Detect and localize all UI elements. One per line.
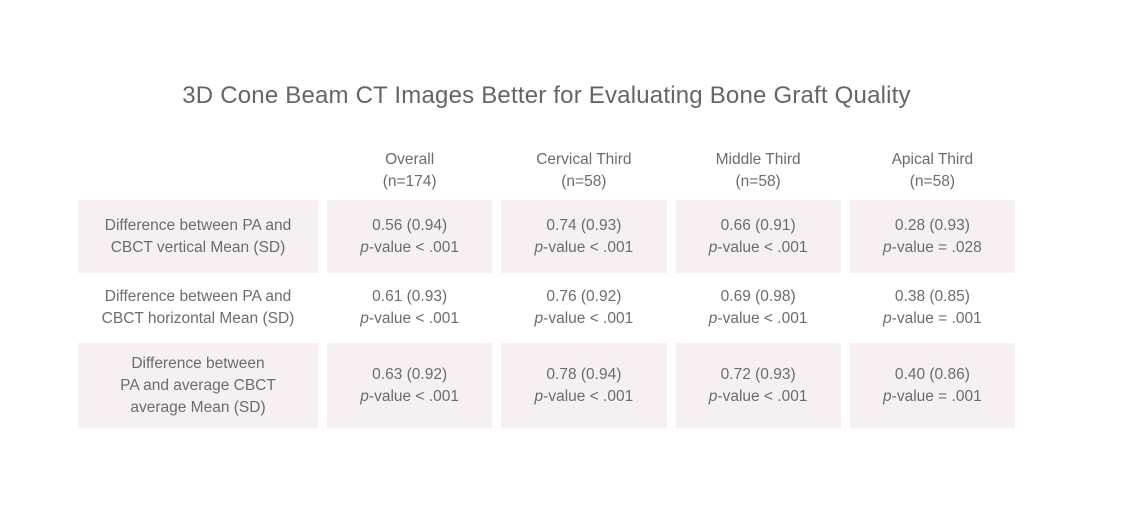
cell-value: 0.56 (0.94) bbox=[372, 216, 448, 234]
p-text: -value = .001 bbox=[891, 310, 982, 327]
row-label-horizontal: Difference between PA and CBCT horizonta… bbox=[101, 288, 295, 327]
p-symbol: p bbox=[360, 238, 369, 256]
p-text: -value < .001 bbox=[368, 238, 459, 256]
cell-value: 0.76 (0.92) bbox=[546, 288, 622, 305]
p-symbol: p bbox=[360, 310, 369, 327]
p-symbol: p bbox=[534, 238, 544, 256]
table-cell: 0.38 (0.85) p-value = .001 bbox=[850, 273, 1015, 343]
table-cell: 0.78 (0.94) p-value < .001 bbox=[501, 343, 667, 428]
cell-pvalue: p-value < .001 bbox=[709, 308, 808, 330]
table-cell: 0.66 (0.91) p-value < .001 bbox=[675, 200, 841, 273]
table-cell: 0.69 (0.98) p-value < .001 bbox=[676, 273, 841, 343]
p-text: -value < .001 bbox=[543, 387, 634, 405]
p-text: -value < .001 bbox=[543, 238, 634, 256]
p-text: -value < .001 bbox=[543, 310, 634, 327]
p-text: -value < .001 bbox=[717, 310, 808, 327]
p-text: -value = .001 bbox=[891, 387, 982, 405]
column-header-overall: Overall (n=174) bbox=[382, 151, 437, 190]
page-title: 3D Cone Beam CT Images Better for Evalua… bbox=[182, 82, 911, 109]
table-cell: 0.40 (0.86) p-value = .001 bbox=[849, 343, 1015, 428]
table-cell: 0.28 (0.93) p-value = .028 bbox=[849, 200, 1015, 273]
table-cell: 0.63 (0.92) p-value < .001 bbox=[327, 343, 493, 428]
cell-pvalue: p-value < .001 bbox=[535, 386, 634, 408]
cell-pvalue: p-value = .028 bbox=[883, 237, 982, 259]
cell-value: 0.78 (0.94) bbox=[546, 365, 622, 383]
table-corner-cell bbox=[78, 142, 318, 200]
cell-value: 0.63 (0.92) bbox=[372, 365, 448, 383]
p-text: -value < .001 bbox=[368, 310, 459, 327]
table-cell: 0.56 (0.94) p-value < .001 bbox=[327, 200, 493, 273]
row-label-vertical: Difference between PA and CBCT vertical … bbox=[78, 200, 318, 273]
p-text: -value < .001 bbox=[368, 387, 459, 405]
p-symbol: p bbox=[883, 238, 892, 256]
cell-value: 0.61 (0.93) bbox=[372, 288, 448, 305]
cell-pvalue: p-value < .001 bbox=[535, 308, 634, 330]
cell-value: 0.72 (0.93) bbox=[720, 365, 796, 383]
cell-pvalue: p-value < .001 bbox=[360, 308, 459, 330]
table-cell: 0.74 (0.93) p-value < .001 bbox=[501, 200, 667, 273]
cell-value: 0.28 (0.93) bbox=[894, 216, 970, 234]
column-header-middle-third: Middle Third (n=58) bbox=[715, 151, 801, 190]
table-cell: 0.76 (0.92) p-value < .001 bbox=[501, 273, 666, 343]
p-symbol: p bbox=[534, 387, 544, 405]
p-text: -value = .028 bbox=[891, 238, 982, 256]
p-text: -value < .001 bbox=[717, 387, 808, 405]
p-symbol: p bbox=[708, 238, 718, 256]
cell-pvalue: p-value < .001 bbox=[360, 386, 459, 408]
cell-pvalue: p-value < .001 bbox=[535, 237, 634, 259]
table-cell: 0.72 (0.93) p-value < .001 bbox=[675, 343, 841, 428]
p-symbol: p bbox=[708, 310, 718, 327]
p-symbol: p bbox=[360, 387, 369, 405]
cell-pvalue: p-value = .001 bbox=[883, 308, 982, 330]
column-header-cervical-third: Cervical Third (n=58) bbox=[536, 151, 632, 190]
cell-pvalue: p-value < .001 bbox=[709, 237, 808, 259]
table-cell: 0.61 (0.93) p-value < .001 bbox=[327, 273, 492, 343]
cell-pvalue: p-value < .001 bbox=[709, 386, 808, 408]
cell-pvalue: p-value < .001 bbox=[360, 237, 459, 259]
p-symbol: p bbox=[534, 310, 544, 327]
data-table: Overall (n=174) Cervical Third (n=58) Mi… bbox=[78, 142, 1015, 428]
row-label-average: Difference between PA and average CBCT a… bbox=[78, 343, 318, 428]
p-symbol: p bbox=[883, 387, 892, 405]
cell-pvalue: p-value = .001 bbox=[883, 386, 982, 408]
p-text: -value < .001 bbox=[717, 238, 808, 256]
cell-value: 0.74 (0.93) bbox=[546, 216, 622, 234]
cell-value: 0.38 (0.85) bbox=[894, 288, 970, 305]
cell-value: 0.66 (0.91) bbox=[720, 216, 796, 234]
p-symbol: p bbox=[708, 387, 718, 405]
column-header-apical-third: Apical Third (n=58) bbox=[891, 151, 974, 190]
cell-value: 0.40 (0.86) bbox=[894, 365, 970, 383]
cell-value: 0.69 (0.98) bbox=[720, 288, 796, 305]
p-symbol: p bbox=[883, 310, 892, 327]
